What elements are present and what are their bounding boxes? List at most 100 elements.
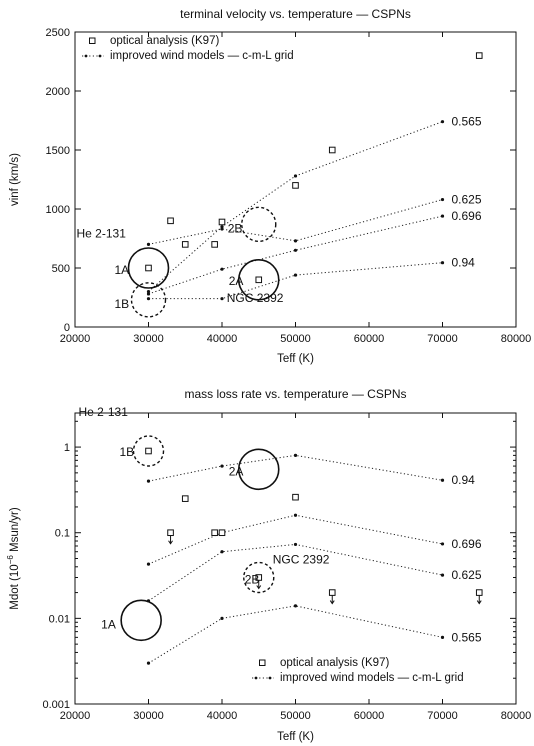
- upper-limit-arrow: [329, 600, 335, 605]
- annotation-circle: [132, 435, 165, 467]
- model-point: [220, 464, 224, 468]
- model-point: [440, 573, 445, 577]
- model-point: [440, 542, 445, 546]
- observed-point: [218, 529, 226, 537]
- model-point: [293, 542, 298, 547]
- model-point: [220, 267, 224, 271]
- model-track-line: [148, 543, 443, 602]
- observed-point: [211, 241, 218, 248]
- annotation-label: He 2-131: [79, 405, 129, 419]
- y-tick-label: 1500: [46, 145, 70, 157]
- annotation-label: 1B: [115, 297, 130, 311]
- model-point: [440, 214, 445, 218]
- model-track-line: [148, 262, 443, 300]
- observed-point: [167, 529, 174, 537]
- model-point: [220, 550, 224, 554]
- observed-point: [255, 276, 263, 284]
- annotation-label: 2A: [229, 274, 244, 288]
- observed-point: [292, 493, 299, 501]
- y-tick-label: 0.001: [42, 699, 70, 711]
- annotation-circle: [243, 561, 275, 594]
- y-tick-label: 500: [52, 263, 70, 275]
- x-tick-label: 80000: [501, 710, 532, 722]
- x-tick-label: 20000: [60, 710, 91, 722]
- model-point: [146, 297, 151, 301]
- model-point: [440, 120, 445, 124]
- legend-label: optical analysis (K97): [280, 657, 389, 669]
- y-tick-label: 1: [64, 442, 70, 454]
- chart-title: mass loss rate vs. temperature — CSPNs: [184, 387, 406, 401]
- legend-dot-swatch: [268, 676, 272, 680]
- model-point: [440, 261, 445, 265]
- legend-square-swatch: [259, 659, 266, 666]
- y-axis-label-text: vinf (km/s): [9, 153, 21, 206]
- y-tick-label: 2000: [46, 86, 70, 98]
- annotation-label: NGC 2392: [273, 552, 330, 566]
- annotation-label: 2B: [245, 572, 260, 586]
- model-point: [146, 290, 151, 294]
- upper-limit-arrow: [168, 540, 173, 545]
- legend-dot-swatch: [84, 54, 88, 58]
- observed-point: [328, 146, 336, 154]
- observed-point: [167, 217, 174, 225]
- legend-square-swatch: [89, 37, 96, 44]
- annotation-circle: [127, 247, 170, 289]
- model-point: [293, 239, 298, 243]
- legend-dot-swatch: [254, 676, 258, 680]
- model-track-line: [148, 199, 443, 245]
- annotation-label: 2A: [229, 464, 244, 478]
- model-point: [220, 225, 224, 229]
- model-point: [293, 273, 298, 277]
- model-point: [146, 661, 151, 665]
- x-tick-label: 30000: [133, 333, 164, 345]
- x-tick-label: 60000: [354, 710, 385, 722]
- observed-point: [211, 529, 218, 537]
- track-label: 0.94: [452, 473, 476, 487]
- model-point: [440, 478, 445, 482]
- observed-point: [218, 218, 226, 226]
- track-label: 0.696: [452, 537, 482, 551]
- observed-point: [181, 241, 189, 248]
- x-tick-label: 60000: [354, 333, 385, 345]
- track-label: 0.565: [452, 115, 482, 129]
- annotation-circle: [237, 258, 280, 301]
- observed-point: [328, 589, 336, 596]
- observed-point: [181, 495, 189, 502]
- chart-2: mass loss rate vs. temperature — CSPNs 20…: [6, 387, 531, 743]
- model-point: [293, 513, 298, 517]
- x-tick-label: 40000: [207, 333, 238, 345]
- observed-point: [255, 574, 263, 581]
- x-tick-label: 50000: [280, 710, 311, 722]
- x-tick-label: 30000: [133, 710, 164, 722]
- x-tick-label: 50000: [280, 333, 311, 345]
- observed-point: [145, 264, 152, 272]
- track-label: 0.696: [452, 209, 482, 223]
- model-point: [293, 174, 298, 178]
- annotation-label: 1A: [101, 617, 116, 631]
- annotation-label: He 2-131: [77, 226, 127, 240]
- upper-limit-arrow: [476, 600, 482, 605]
- model-point: [146, 242, 151, 246]
- observed-point: [145, 447, 152, 455]
- x-tick-label: 80000: [501, 333, 532, 345]
- annotation-label: NGC 2392: [227, 291, 284, 305]
- y-tick-label: 0.1: [55, 528, 70, 540]
- upper-limit-arrow: [256, 585, 262, 590]
- chart-1: terminal velocity vs. temperature — CSPN…: [9, 7, 531, 365]
- legend-label: improved wind models — c-m-L grid: [280, 672, 464, 684]
- observed-point: [292, 182, 299, 189]
- annotation-circle: [130, 282, 167, 318]
- y-tick-label: 1000: [46, 204, 70, 216]
- y-axis-label-unit: Msun/yr): [9, 507, 21, 555]
- y-axis-label-text: Mdot (10: [9, 564, 21, 609]
- model-point: [440, 635, 445, 639]
- x-axis-label: Teff (K): [277, 731, 314, 743]
- legend: optical analysis (K97) improved wind mode…: [252, 657, 464, 684]
- model-point: [220, 227, 224, 231]
- model-point: [293, 453, 298, 457]
- annotation-circle: [241, 206, 277, 243]
- annotation-label: 1A: [115, 263, 130, 277]
- legend-dot-swatch: [98, 54, 102, 58]
